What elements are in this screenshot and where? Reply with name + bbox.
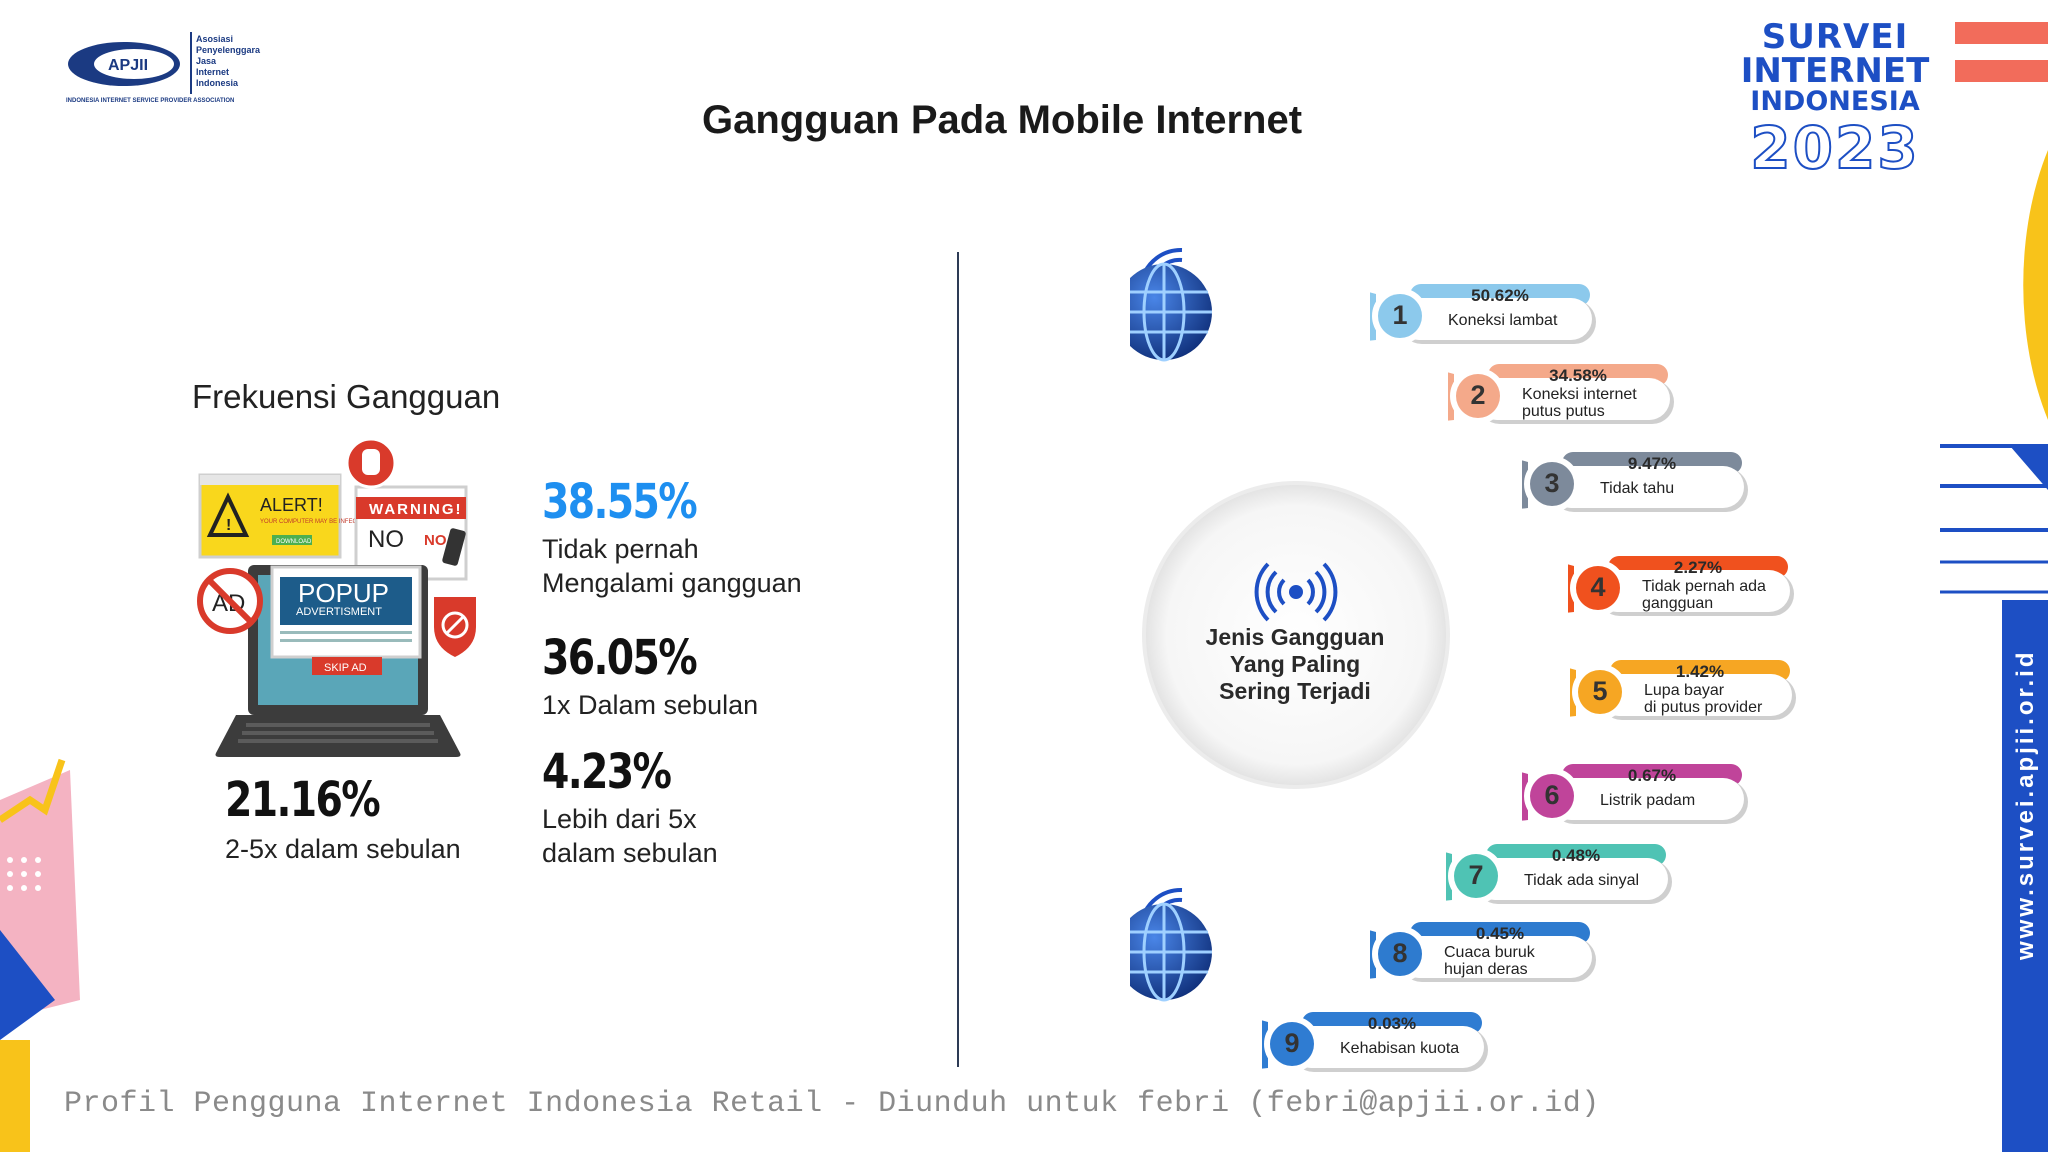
apjii-logo-mark: APJII xyxy=(68,42,180,86)
svg-text:ADVERTISMENT: ADVERTISMENT xyxy=(296,606,382,618)
section-divider xyxy=(957,252,959,1067)
badge-year: 2023 xyxy=(1749,114,1920,182)
logo-divider xyxy=(190,32,192,94)
page-title: Gangguan Pada Mobile Internet xyxy=(701,98,1303,142)
badge-line: INTERNET xyxy=(1740,51,1930,91)
decor-blue-triangle xyxy=(0,930,55,1040)
svg-text:DOWNLOAD: DOWNLOAD xyxy=(276,539,312,545)
survei-badge: SURVEI INTERNET INDONESIA 2023 xyxy=(1720,17,1950,182)
stat-label: dalam sebulan xyxy=(542,838,718,868)
badge-line: SURVEI xyxy=(1761,17,1909,57)
signal-icon xyxy=(1254,562,1338,622)
side-bar xyxy=(2002,600,2048,1152)
svg-text:!: ! xyxy=(226,517,231,534)
center-label: Jenis Gangguan Yang Paling Sering Terjad… xyxy=(1205,624,1385,704)
stat-percentage: 36.05% xyxy=(542,630,698,686)
badge-line: INDONESIA xyxy=(1750,86,1920,117)
stat-label: Mengalami gangguan xyxy=(542,568,802,598)
stat-label: Lebih dari 5x xyxy=(542,804,697,834)
stat-label: 1x Dalam sebulan xyxy=(542,690,759,720)
decor-stripe xyxy=(1955,60,2048,82)
logo-text: Asosiasi Penyelenggara Jasa Internet Ind… xyxy=(196,34,261,88)
skip-ad-button xyxy=(312,657,382,675)
decor-zigzag xyxy=(0,758,66,823)
decor-yellow-block xyxy=(0,1040,30,1152)
frequency-title: Frekuensi Gangguan xyxy=(192,378,501,415)
popup-laptop-illustration: ! ALERT! YOUR COMPUTER MAY BE INFECTED D… xyxy=(197,437,476,757)
apjii-logo: APJII Asosiasi Penyelenggara Jasa Intern… xyxy=(66,30,276,110)
watermark-text: Profil Pengguna Internet Indonesia Retai… xyxy=(64,1087,1600,1121)
stat-block-1: 38.55% Tidak pernah Mengalami gangguan xyxy=(542,476,802,600)
center-circle xyxy=(1142,481,1450,789)
svg-text:ALERT!: ALERT! xyxy=(260,495,323,515)
stat-percentage: 21.16% xyxy=(225,772,381,828)
stat-percentage: 38.55% xyxy=(542,474,698,530)
svg-text:APJII: APJII xyxy=(108,57,148,74)
svg-text:YOUR COMPUTER MAY BE INFECTED: YOUR COMPUTER MAY BE INFECTED xyxy=(260,519,369,525)
svg-text:NO: NO xyxy=(424,532,447,549)
globe-icon xyxy=(1130,887,1212,1002)
decor-stripe xyxy=(1955,22,2048,44)
decor-triangle xyxy=(2010,446,2048,490)
side-url: www.survei.apjii.or.id xyxy=(2012,649,2039,960)
svg-text:POPUP: POPUP xyxy=(298,578,389,608)
types-graphic xyxy=(1130,247,1450,1002)
decor-dots xyxy=(7,857,41,891)
stat-block-2: 36.05% 1x Dalam sebulan xyxy=(542,632,758,722)
stat-label: Tidak pernah xyxy=(542,534,699,564)
svg-text:NO: NO xyxy=(368,526,404,553)
stat-label: 2-5x dalam sebulan xyxy=(225,834,461,864)
stat-percentage: 4.23% xyxy=(542,744,672,800)
logo-footer: INDONESIA INTERNET SERVICE PROVIDER ASSO… xyxy=(66,98,235,104)
decor-yellow-arc xyxy=(2023,150,2048,420)
alert-window xyxy=(198,473,342,559)
svg-text:SKIP AD: SKIP AD xyxy=(324,662,367,674)
svg-text:WARNING!: WARNING! xyxy=(369,501,463,518)
laptop-base xyxy=(215,715,461,757)
globe-icon xyxy=(1130,247,1212,362)
stat-block-3: 4.23% Lebih dari 5x dalam sebulan xyxy=(542,746,718,870)
stat-block-4: 21.16% 2-5x dalam sebulan xyxy=(225,774,461,866)
warning-icon xyxy=(206,492,250,537)
